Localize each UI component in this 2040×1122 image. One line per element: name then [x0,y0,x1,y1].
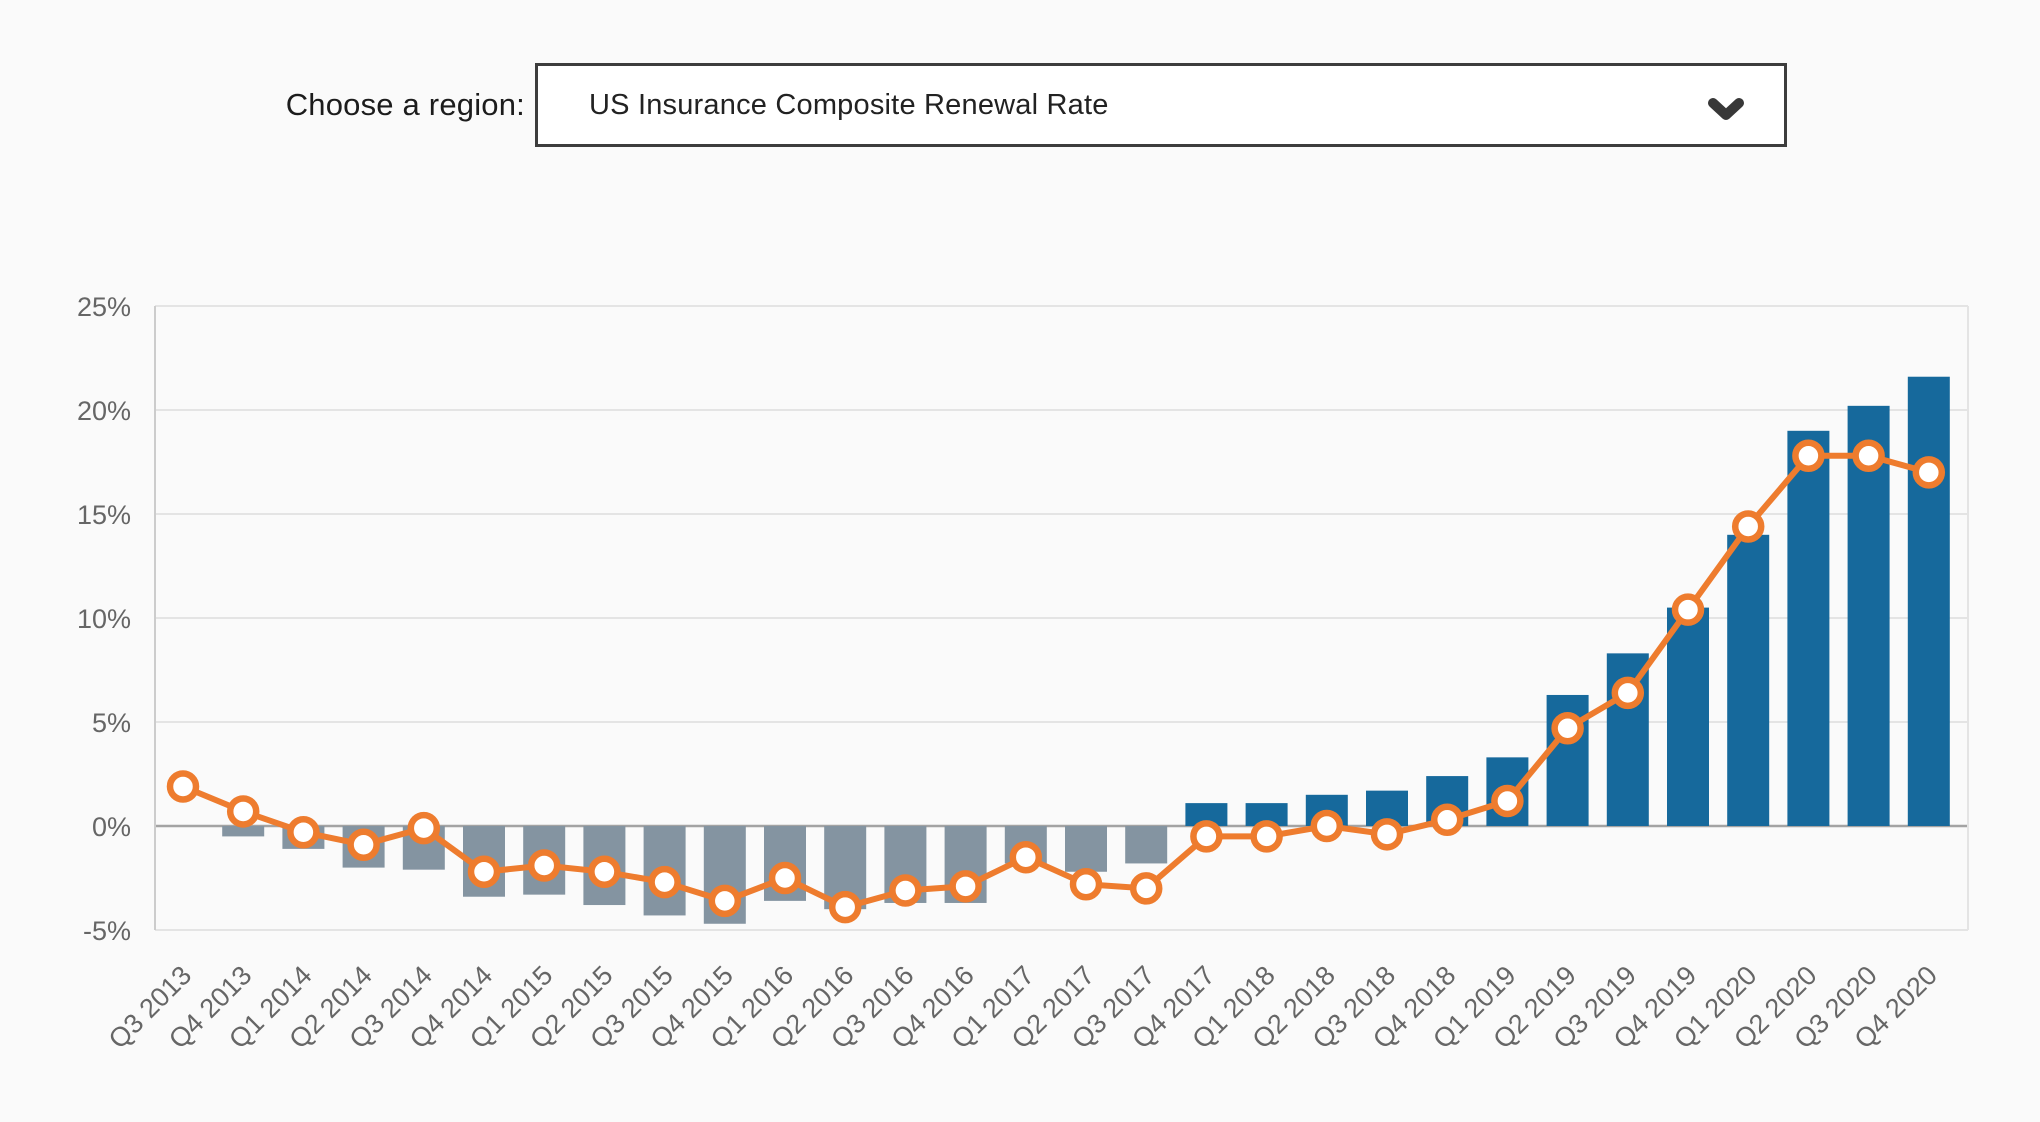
bar-positive-q3-2020[interactable] [1847,405,1890,826]
bar-negative-q2-2017[interactable] [1065,826,1107,872]
bar-negative-q4-2013[interactable] [222,826,265,837]
y-axis-tick-label: 5% [92,708,131,738]
renewal-rate-line [180,452,1932,911]
bar-positive-q4-2017[interactable] [1185,803,1228,826]
region-selector-label: Choose a region: [285,87,525,122]
line-marker-q1-2020[interactable] [1731,510,1765,543]
line-marker-q1-2014[interactable] [287,815,320,849]
line-marker-q1-2017[interactable] [1009,840,1043,874]
line-marker-q2-2018[interactable] [1310,809,1344,843]
bar-positive-q1-2018[interactable] [1245,803,1288,826]
bar-positive-q4-2020[interactable] [1907,376,1950,826]
line-marker-q2-2015[interactable] [588,855,621,889]
line-marker-q2-2016[interactable] [828,890,862,924]
line-marker-q2-2020[interactable] [1792,439,1825,473]
line-marker-q3-2020[interactable] [1852,439,1885,473]
chevron-down-icon [1708,98,1744,120]
line-marker-q4-2018[interactable] [1430,803,1464,837]
line-marker-q2-2019[interactable] [1551,711,1584,745]
region-select-dropdown[interactable]: US Insurance Composite Renewal Rate [535,63,1787,147]
line-marker-q4-2017[interactable] [1190,820,1223,853]
region-selector-row: Choose a region: US Insurance Composite … [0,0,2040,180]
line-marker-q3-2015[interactable] [648,865,681,899]
y-axis-tick-label: 0% [92,812,131,842]
y-axis-tick-label: -5% [83,916,131,946]
bar-positive-q1-2020[interactable] [1727,534,1770,826]
y-axis-tick-label: 15% [77,500,131,530]
line-marker-q3-2016[interactable] [889,874,922,907]
bar-negative-q3-2017[interactable] [1125,826,1168,864]
y-axis-tick-label: 10% [77,604,131,634]
line-marker-q2-2017[interactable] [1069,867,1103,901]
bar-positive-q4-2019[interactable] [1667,607,1709,826]
line-marker-q4-2016[interactable] [949,870,982,903]
line-marker-q1-2015[interactable] [527,849,561,882]
y-axis-tick-label: 25% [77,292,131,322]
y-axis-tick-label: 20% [77,396,131,426]
line-marker-q1-2018[interactable] [1250,820,1283,853]
line-marker-q3-2013[interactable] [166,770,200,803]
region-select-value: US Insurance Composite Renewal Rate [589,88,1109,121]
line-marker-q3-2014[interactable] [407,811,441,845]
line-marker-q3-2019[interactable] [1611,676,1645,710]
line-marker-q4-2013[interactable] [226,795,260,828]
line-marker-q3-2017[interactable] [1129,872,1163,905]
line-marker-q4-2019[interactable] [1671,593,1705,626]
line-marker-q1-2016[interactable] [768,861,802,895]
line-marker-q3-2018[interactable] [1370,818,1404,851]
line-marker-q4-2014[interactable] [467,855,501,889]
bar-positive-q2-2020[interactable] [1787,430,1830,826]
line-marker-q4-2015[interactable] [708,884,742,918]
line-marker-q1-2019[interactable] [1491,784,1524,818]
line-marker-q2-2014[interactable] [347,828,380,861]
line-marker-q4-2020[interactable] [1912,456,1946,489]
